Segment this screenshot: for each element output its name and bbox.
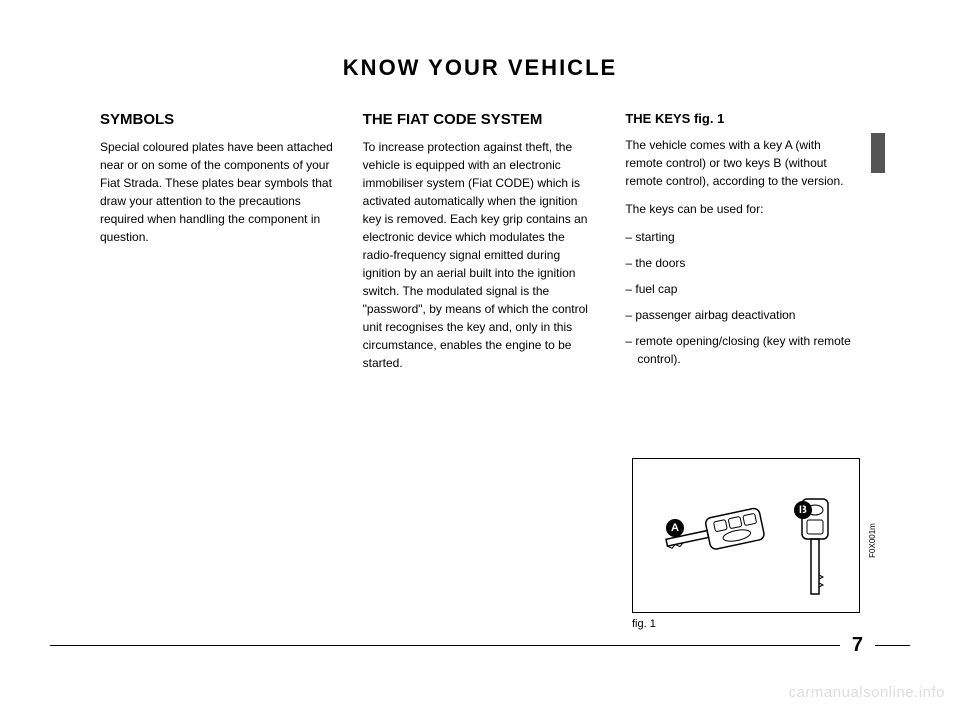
watermark: carmanualsonline.info [789, 684, 945, 701]
fiat-code-body: To increase protection against theft, th… [363, 138, 598, 372]
symbols-body: Special coloured plates have been attach… [100, 138, 335, 246]
figure-caption: fig. 1 [632, 618, 860, 630]
page-number: 7 [840, 634, 875, 657]
keys-body-1: The vehicle comes with a key A (with rem… [625, 136, 860, 190]
content-columns: SYMBOLS Special coloured plates have bee… [0, 111, 960, 382]
remote-key-icon [658, 507, 773, 562]
list-item: starting [625, 228, 860, 246]
figure-container: A B F0X001m fig. 1 [632, 458, 860, 630]
column-fiat-code: THE FIAT CODE SYSTEM To increase protect… [363, 111, 598, 382]
list-item: passenger airbag deactivation [625, 306, 860, 324]
footer-line-right [875, 645, 910, 647]
list-item: remote opening/closing (key with remote … [625, 332, 860, 368]
standard-key-icon [799, 497, 831, 602]
symbols-heading: SYMBOLS [100, 111, 335, 128]
keys-heading: THE KEYS fig. 1 [625, 111, 860, 126]
column-keys: THE KEYS fig. 1 The vehicle comes with a… [625, 111, 860, 382]
list-item: the doors [625, 254, 860, 272]
footer-line: 7 [50, 634, 910, 657]
title-bar: KNOW YOUR VEHICLE [0, 0, 960, 111]
side-tab-marker [871, 133, 885, 173]
footer-line-left [50, 645, 840, 647]
list-item: fuel cap [625, 280, 860, 298]
figure-box: A B F0X001m [632, 458, 860, 613]
figure-code: F0X001m [869, 523, 878, 558]
keys-list: starting the doors fuel cap passenger ai… [625, 228, 860, 368]
fiat-code-heading: THE FIAT CODE SYSTEM [363, 111, 598, 128]
page-title: KNOW YOUR VEHICLE [0, 55, 960, 81]
keys-body-2: The keys can be used for: [625, 200, 860, 218]
column-symbols: SYMBOLS Special coloured plates have bee… [100, 111, 335, 382]
